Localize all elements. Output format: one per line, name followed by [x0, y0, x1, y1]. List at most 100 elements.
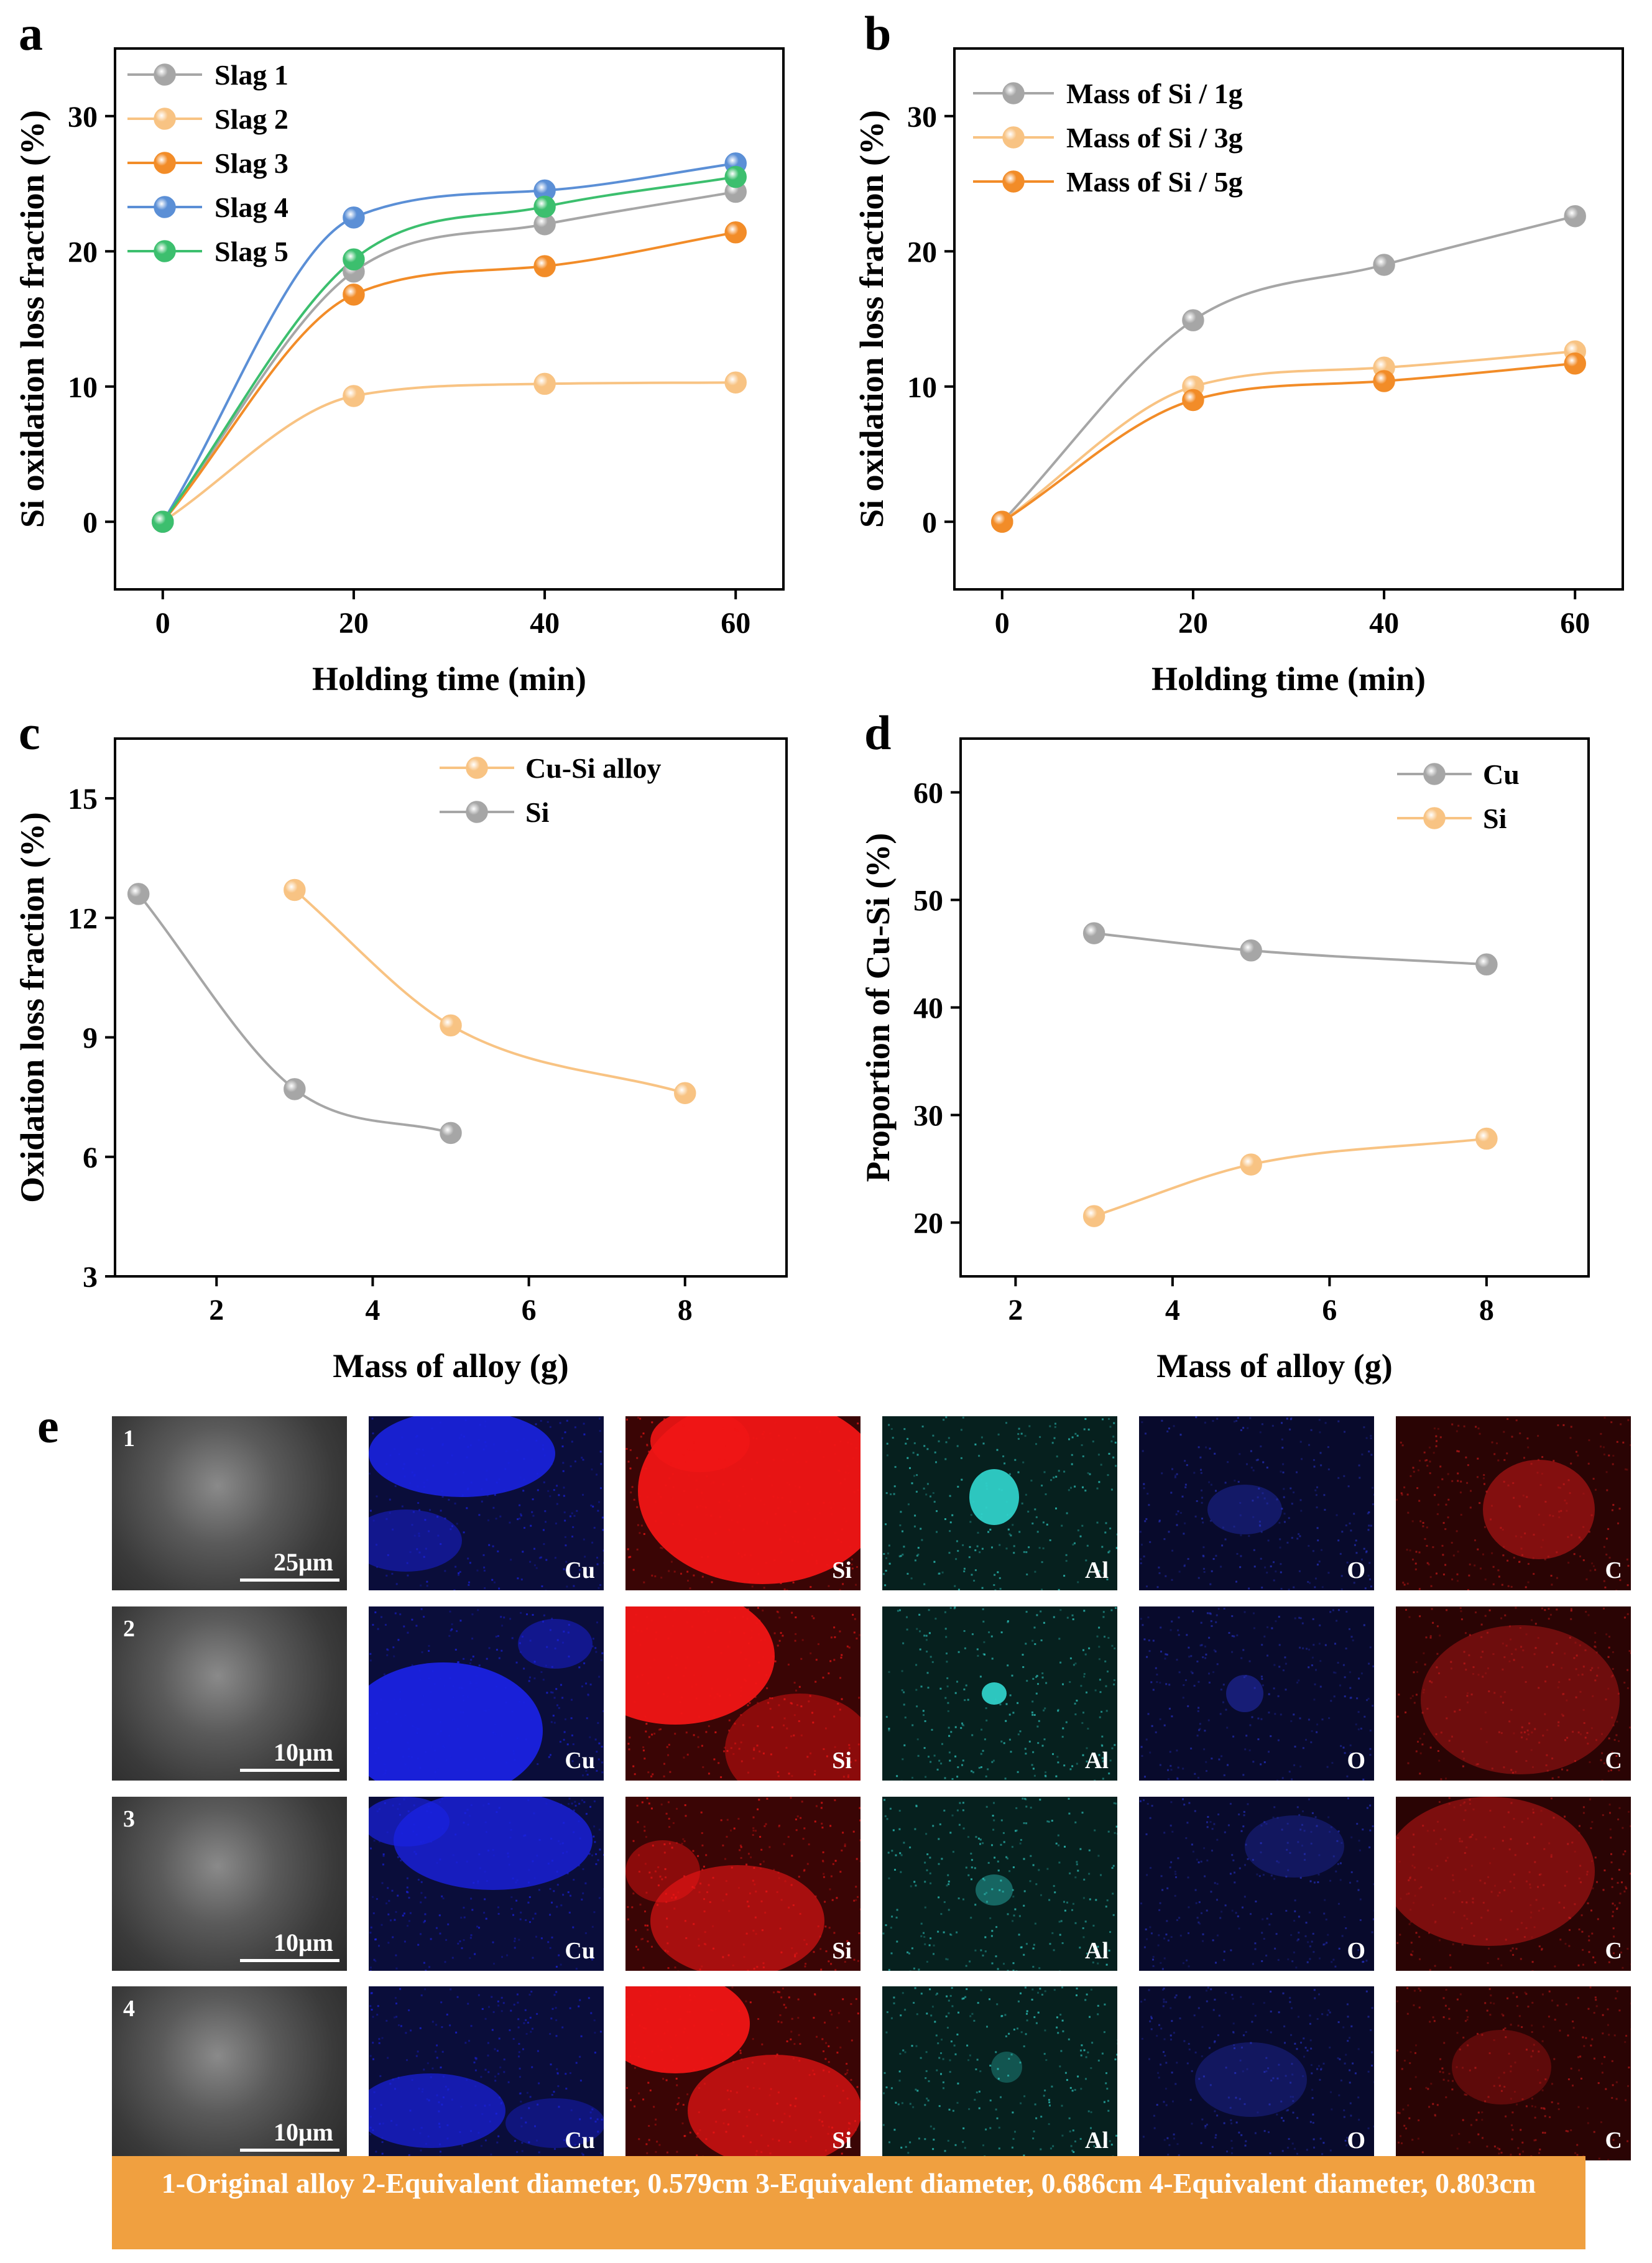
element-label: Si	[832, 1557, 852, 1583]
eds-map-al-3: Al	[882, 1797, 1117, 1971]
x-tick-label: 0	[155, 607, 170, 640]
series-line	[162, 231, 736, 523]
data-point	[284, 1078, 306, 1100]
eds-map-al-1: Al	[882, 1416, 1117, 1590]
legend-marker	[1423, 807, 1446, 829]
y-tick-label: 10	[68, 371, 98, 404]
x-tick-label: 60	[1560, 607, 1590, 640]
element-label: Si	[832, 2127, 852, 2154]
y-tick-label: 30	[913, 1100, 943, 1133]
data-point	[284, 878, 306, 901]
y-tick-label: 3	[83, 1261, 98, 1294]
element-label: O	[1347, 2127, 1365, 2154]
y-tick-label: 10	[907, 371, 937, 404]
legend-marker	[1002, 126, 1025, 149]
x-tick-label: 8	[678, 1294, 693, 1327]
eds-map-c-1: C	[1396, 1416, 1631, 1590]
data-point	[343, 283, 365, 306]
x-tick-label: 20	[339, 607, 369, 640]
sem-index-label: 4	[123, 1996, 135, 2022]
eds-map-si-4: Si	[625, 1986, 861, 2160]
sem-index-label: 3	[123, 1806, 135, 1832]
x-tick-label: 6	[1322, 1294, 1337, 1327]
scale-bar	[240, 1959, 339, 1962]
legend-marker	[154, 196, 176, 218]
data-point	[1082, 922, 1105, 944]
data-point	[673, 1082, 696, 1105]
y-tick-label: 50	[913, 885, 943, 918]
y-tick-label: 60	[913, 777, 943, 810]
figure-caption: 1-Original alloy 2-Equivalent diameter, …	[112, 2156, 1585, 2249]
y-tick-label: 0	[83, 506, 98, 539]
scale-bar-label: 10μm	[274, 1929, 333, 1957]
eds-map-al-4: Al	[882, 1986, 1117, 2160]
sem-index-label: 2	[123, 1616, 135, 1642]
scale-bar	[240, 1579, 339, 1582]
eds-map-al-2: Al	[882, 1606, 1117, 1781]
series-line	[293, 888, 686, 1095]
plot-frame	[953, 47, 1624, 591]
scale-bar-label: 25μm	[274, 1548, 333, 1576]
element-label: C	[1605, 1938, 1622, 1964]
element-label: Al	[1085, 1748, 1109, 1774]
data-point	[1475, 1127, 1498, 1150]
element-label: C	[1605, 1748, 1622, 1774]
plot-frame	[114, 47, 785, 591]
chart-panel-a: 0 20 40 60 0 10 20 30 Holding time (min) Si oxida…	[14, 47, 785, 698]
element-label: Cu	[565, 1748, 595, 1774]
y-tick-label: 40	[913, 992, 943, 1025]
y-tick-label: 30	[68, 101, 98, 134]
y-axis-title: Si oxidation loss fraction (%)	[14, 110, 51, 528]
eds-map-cu-4: Cu	[369, 1986, 604, 2160]
legend-marker	[466, 757, 488, 779]
x-tick-label: 4	[365, 1294, 380, 1327]
eds-map-o-4: O	[1139, 1986, 1374, 2160]
y-tick-label: 15	[68, 783, 98, 816]
chart-panel-c: 2 4 6 8 3 6 9 12 15 Mass of alloy (g) Oxidation lo…	[14, 737, 788, 1385]
element-label: Al	[1085, 1557, 1109, 1583]
y-tick-label: 20	[68, 236, 98, 269]
panel-letter-a: a	[19, 6, 43, 60]
data-point	[724, 371, 747, 394]
legend-label: Slag 1	[215, 59, 288, 91]
y-axis-title: Si oxidation loss fraction (%)	[853, 110, 890, 528]
element-label: C	[1605, 1557, 1622, 1583]
eds-map-o-1: O	[1139, 1416, 1374, 1590]
eds-map-cu-2: Cu	[369, 1606, 604, 1781]
sem-index-label: 1	[123, 1426, 135, 1452]
data-point	[1564, 205, 1586, 228]
element-label: Cu	[565, 1938, 595, 1964]
legend-label: Cu-Si alloy	[525, 752, 662, 784]
data-point	[1373, 370, 1395, 392]
element-label: O	[1347, 1748, 1365, 1774]
eds-map-si-2: Si	[625, 1606, 861, 1781]
data-point	[724, 221, 747, 244]
legend-label: Mass of Si / 3g	[1066, 122, 1243, 154]
y-tick-label: 0	[922, 506, 937, 539]
data-point	[1082, 1205, 1105, 1227]
x-tick-label: 2	[209, 1294, 224, 1327]
data-point	[991, 510, 1013, 533]
x-tick-label: 8	[1479, 1294, 1494, 1327]
plot-frame	[114, 737, 788, 1278]
x-tick-label: 0	[995, 607, 1010, 640]
series-line	[162, 381, 736, 523]
data-point	[533, 195, 556, 218]
legend-label: Cu	[1483, 758, 1520, 790]
eds-map-c-2: C	[1396, 1606, 1631, 1781]
data-point	[343, 206, 365, 229]
data-point	[1475, 953, 1498, 976]
legend-marker	[154, 240, 176, 262]
data-point	[724, 165, 747, 188]
data-point	[1240, 939, 1262, 962]
eds-map-si-3: Si	[625, 1797, 861, 1971]
y-tick-label: 9	[83, 1022, 98, 1055]
legend-marker	[154, 63, 176, 86]
sem-image-3: 3 10μm	[112, 1797, 347, 1971]
legend-marker	[466, 801, 488, 823]
y-tick-label: 12	[68, 902, 98, 935]
element-label: Si	[832, 1748, 852, 1774]
element-label: O	[1347, 1557, 1365, 1583]
series-line	[1094, 932, 1487, 966]
